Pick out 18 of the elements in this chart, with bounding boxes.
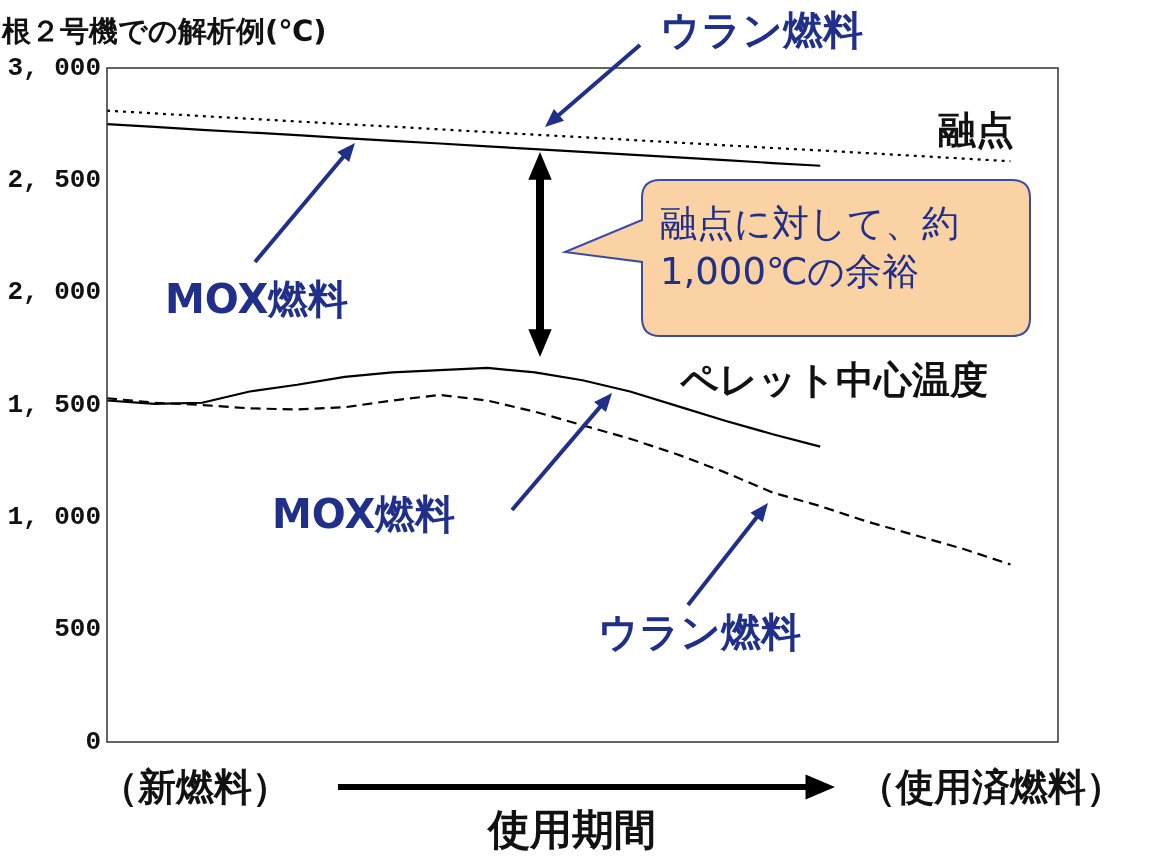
- y-tick-label: 2, 500: [7, 164, 101, 195]
- y-tick-label: 1, 000: [7, 501, 101, 532]
- y-axis-title: 根２号機での解析例(℃): [2, 14, 327, 49]
- annotation: 融点に対して、約 1,000℃の余裕: [660, 201, 959, 296]
- annotation: ペレット中心温度: [680, 358, 988, 404]
- y-tick-label: 2, 000: [7, 277, 101, 308]
- annotation: 融点: [938, 108, 1014, 154]
- y-tick-label: 3, 000: [7, 52, 101, 83]
- text: （新燃料）: [100, 765, 290, 811]
- y-tick-label: 0: [85, 726, 101, 757]
- annotation: ウラン燃料: [598, 608, 801, 656]
- annotation: MOX燃料: [272, 490, 456, 538]
- text: 使用期間: [488, 805, 656, 856]
- text: （使用済燃料）: [858, 765, 1124, 811]
- y-tick-label: 500: [54, 614, 101, 645]
- annotation: MOX燃料: [165, 275, 349, 323]
- text: ウラン燃料: [660, 6, 863, 54]
- y-tick-label: 1, 500: [7, 389, 101, 420]
